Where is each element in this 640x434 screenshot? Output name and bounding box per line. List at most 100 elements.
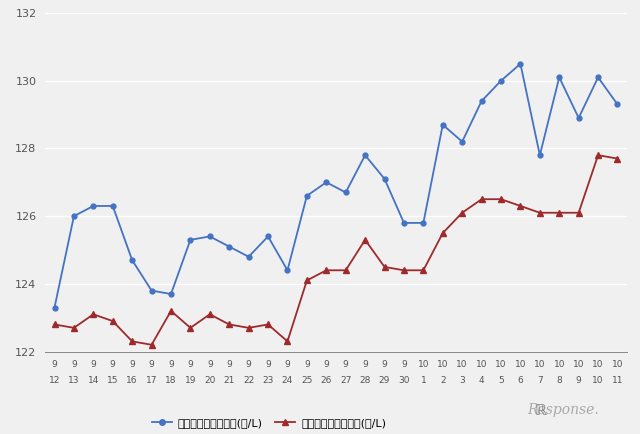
Text: 12: 12	[49, 376, 60, 385]
レギュラー実売価格(円/L)	[51, 322, 58, 327]
レギュラー看板価格(円/L)	[323, 180, 330, 185]
レギュラー看板価格(円/L)	[420, 220, 428, 226]
Text: 20: 20	[204, 376, 216, 385]
レギュラー看板価格(円/L)	[167, 291, 175, 296]
Text: 17: 17	[146, 376, 157, 385]
Text: 26: 26	[321, 376, 332, 385]
Text: 24: 24	[282, 376, 293, 385]
レギュラー看板価格(円/L)	[439, 122, 447, 127]
Text: 5: 5	[498, 376, 504, 385]
Text: ℝ: ℝ	[535, 403, 547, 418]
Text: 7: 7	[537, 376, 543, 385]
レギュラー看板価格(円/L)	[614, 102, 621, 107]
Text: 29: 29	[379, 376, 390, 385]
レギュラー実売価格(円/L)	[575, 210, 582, 215]
Text: 9: 9	[168, 360, 174, 369]
Text: 25: 25	[301, 376, 312, 385]
Text: 4: 4	[479, 376, 484, 385]
レギュラー実売価格(円/L)	[303, 278, 311, 283]
Text: 23: 23	[262, 376, 274, 385]
レギュラー実売価格(円/L)	[381, 264, 388, 270]
レギュラー実売価格(円/L)	[497, 197, 505, 202]
Text: 9: 9	[343, 360, 349, 369]
Text: 9: 9	[401, 360, 407, 369]
レギュラー看板価格(円/L)	[206, 234, 214, 239]
Text: 30: 30	[398, 376, 410, 385]
Text: 1: 1	[420, 376, 426, 385]
レギュラー実売価格(円/L)	[187, 325, 195, 330]
レギュラー実売価格(円/L)	[323, 268, 330, 273]
Text: 6: 6	[518, 376, 524, 385]
レギュラー実売価格(円/L)	[167, 308, 175, 313]
Text: 9: 9	[246, 360, 252, 369]
レギュラー実売価格(円/L)	[245, 325, 253, 330]
Text: 10: 10	[437, 360, 449, 369]
レギュラー看板価格(円/L)	[129, 257, 136, 263]
Text: 9: 9	[576, 376, 582, 385]
レギュラー実売価格(円/L)	[148, 342, 156, 347]
Text: 9: 9	[71, 360, 77, 369]
Text: 15: 15	[107, 376, 118, 385]
レギュラー看板価格(円/L)	[478, 99, 486, 104]
レギュラー実売価格(円/L)	[109, 319, 116, 324]
レギュラー実売価格(円/L)	[595, 153, 602, 158]
レギュラー看板価格(円/L)	[284, 268, 291, 273]
レギュラー実売価格(円/L)	[264, 322, 272, 327]
レギュラー実売価格(円/L)	[225, 322, 233, 327]
Text: 3: 3	[460, 376, 465, 385]
Line: レギュラー実売価格(円/L): レギュラー実売価格(円/L)	[52, 152, 620, 348]
レギュラー実売価格(円/L)	[536, 210, 544, 215]
Text: 10: 10	[593, 360, 604, 369]
レギュラー看板価格(円/L)	[575, 115, 582, 121]
Text: 9: 9	[129, 360, 135, 369]
レギュラー実売価格(円/L)	[614, 156, 621, 161]
レギュラー看板価格(円/L)	[595, 75, 602, 80]
レギュラー実売価格(円/L)	[206, 312, 214, 317]
Text: 28: 28	[360, 376, 371, 385]
レギュラー実売価格(円/L)	[400, 268, 408, 273]
レギュラー看板価格(円/L)	[148, 288, 156, 293]
Text: 21: 21	[223, 376, 235, 385]
レギュラー看板価格(円/L)	[400, 220, 408, 226]
Text: 9: 9	[265, 360, 271, 369]
レギュラー実売価格(円/L)	[458, 210, 466, 215]
レギュラー実売価格(円/L)	[342, 268, 349, 273]
レギュラー看板価格(円/L)	[51, 305, 58, 310]
Text: 19: 19	[185, 376, 196, 385]
Text: 9: 9	[90, 360, 96, 369]
Text: 9: 9	[304, 360, 310, 369]
レギュラー看板価格(円/L)	[187, 237, 195, 243]
Text: 10: 10	[515, 360, 526, 369]
Text: 9: 9	[285, 360, 291, 369]
レギュラー実売価格(円/L)	[362, 237, 369, 243]
レギュラー実売価格(円/L)	[90, 312, 97, 317]
レギュラー看板価格(円/L)	[497, 78, 505, 83]
レギュラー看板価格(円/L)	[381, 176, 388, 181]
レギュラー看板価格(円/L)	[536, 153, 544, 158]
Text: 10: 10	[534, 360, 545, 369]
Text: 9: 9	[362, 360, 368, 369]
レギュラー実売価格(円/L)	[478, 197, 486, 202]
レギュラー看板価格(円/L)	[109, 204, 116, 209]
Text: 14: 14	[88, 376, 99, 385]
Text: 10: 10	[456, 360, 468, 369]
Text: 13: 13	[68, 376, 79, 385]
Text: 11: 11	[612, 376, 623, 385]
レギュラー看板価格(円/L)	[90, 204, 97, 209]
レギュラー実売価格(円/L)	[420, 268, 428, 273]
レギュラー看板価格(円/L)	[70, 214, 78, 219]
レギュラー看板価格(円/L)	[342, 190, 349, 195]
Line: レギュラー看板価格(円/L): レギュラー看板価格(円/L)	[52, 61, 620, 310]
レギュラー実売価格(円/L)	[70, 325, 78, 330]
Text: 9: 9	[227, 360, 232, 369]
レギュラー実売価格(円/L)	[284, 339, 291, 344]
Text: 10: 10	[418, 360, 429, 369]
レギュラー看板価格(円/L)	[458, 139, 466, 144]
Text: 8: 8	[556, 376, 562, 385]
レギュラー看板価格(円/L)	[556, 75, 563, 80]
Text: 9: 9	[207, 360, 212, 369]
Text: 27: 27	[340, 376, 351, 385]
レギュラー看板価格(円/L)	[516, 61, 524, 66]
Text: 9: 9	[381, 360, 387, 369]
レギュラー看板価格(円/L)	[303, 193, 311, 198]
